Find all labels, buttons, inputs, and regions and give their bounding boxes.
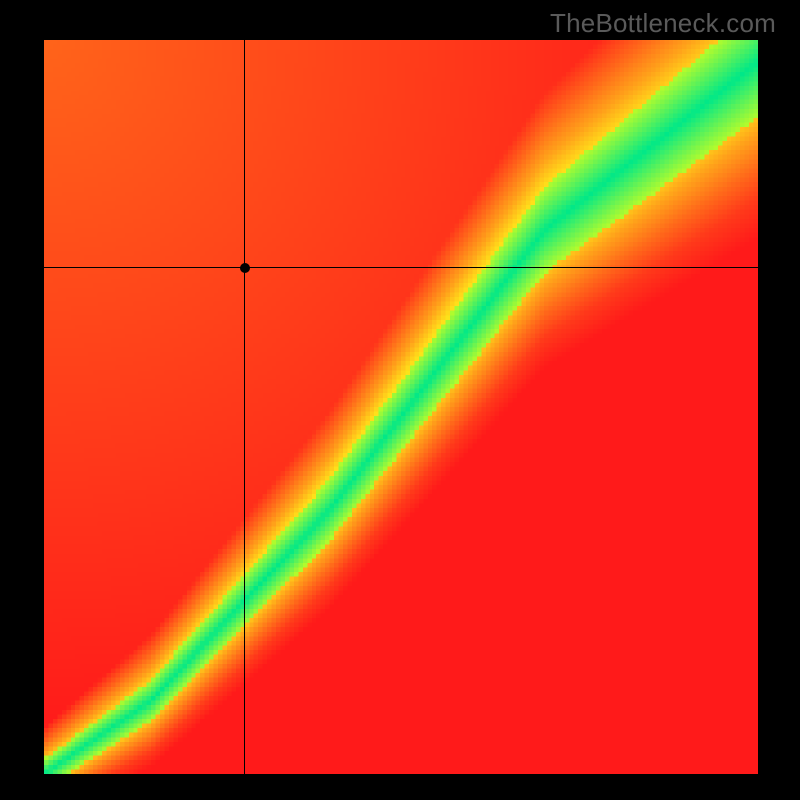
watermark-text: TheBottleneck.com	[550, 8, 776, 39]
crosshair-marker-dot	[240, 263, 250, 273]
crosshair-horizontal	[44, 267, 758, 268]
chart-container: TheBottleneck.com	[0, 0, 800, 800]
crosshair-vertical	[244, 40, 245, 774]
bottleneck-heatmap	[44, 40, 758, 774]
